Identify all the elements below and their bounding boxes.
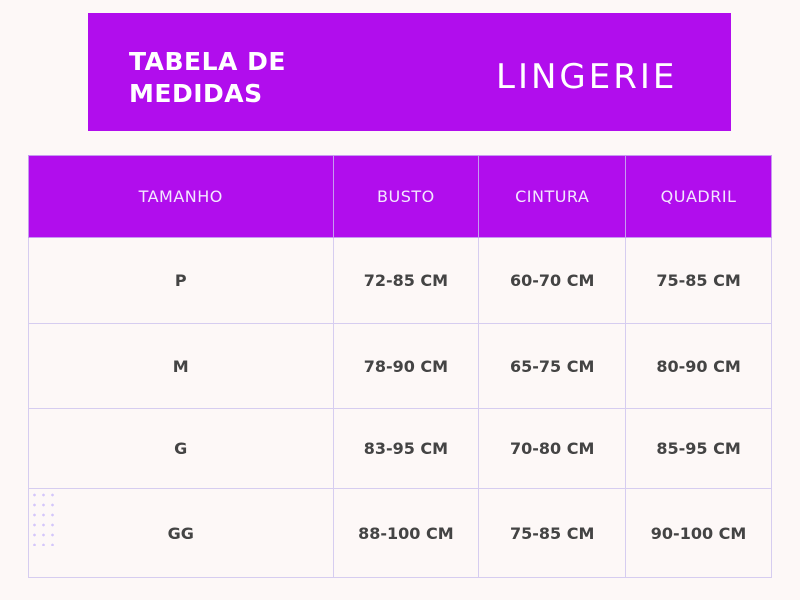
size-table: TAMANHO BUSTO CINTURA QUADRIL P 72-85 CM 6… <box>28 155 772 578</box>
table-row: P 72-85 CM 60-70 CM 75-85 CM <box>28 237 772 324</box>
table-cell: M <box>28 323 334 409</box>
header-quadril: QUADRIL <box>625 155 772 238</box>
header-tamanho: TAMANHO <box>28 155 334 238</box>
table-cell: 75-85 CM <box>625 237 772 324</box>
table-cell: 72-85 CM <box>332 237 480 324</box>
header-busto: BUSTO <box>332 155 480 238</box>
title-banner: TABELA DE MEDIDAS LINGERIE <box>88 13 731 131</box>
table-cell: G <box>28 408 334 489</box>
table-header-row: TAMANHO BUSTO CINTURA QUADRIL <box>28 155 772 238</box>
table-cell: 70-80 CM <box>478 408 627 489</box>
header-cintura: CINTURA <box>478 155 627 238</box>
table-cell: 83-95 CM <box>332 408 480 489</box>
table-cell: 80-90 CM <box>625 323 772 409</box>
table-row: M 78-90 CM 65-75 CM 80-90 CM <box>28 323 772 409</box>
table-cell: 75-85 CM <box>478 488 627 578</box>
table-cell: 60-70 CM <box>478 237 627 324</box>
table-cell: 90-100 CM <box>625 488 772 578</box>
table-cell: 88-100 CM <box>332 488 480 578</box>
table-cell: 78-90 CM <box>332 323 480 409</box>
table-cell: 85-95 CM <box>625 408 772 489</box>
decorative-dots <box>30 490 56 546</box>
table-cell: GG <box>28 488 334 578</box>
page-subtitle: LINGERIE <box>496 57 678 97</box>
table-row: GG 88-100 CM 75-85 CM 90-100 CM <box>28 488 772 578</box>
table-row: G 83-95 CM 70-80 CM 85-95 CM <box>28 408 772 489</box>
page-title: TABELA DE MEDIDAS <box>129 47 286 108</box>
table-cell: P <box>28 237 334 324</box>
table-cell: 65-75 CM <box>478 323 627 409</box>
